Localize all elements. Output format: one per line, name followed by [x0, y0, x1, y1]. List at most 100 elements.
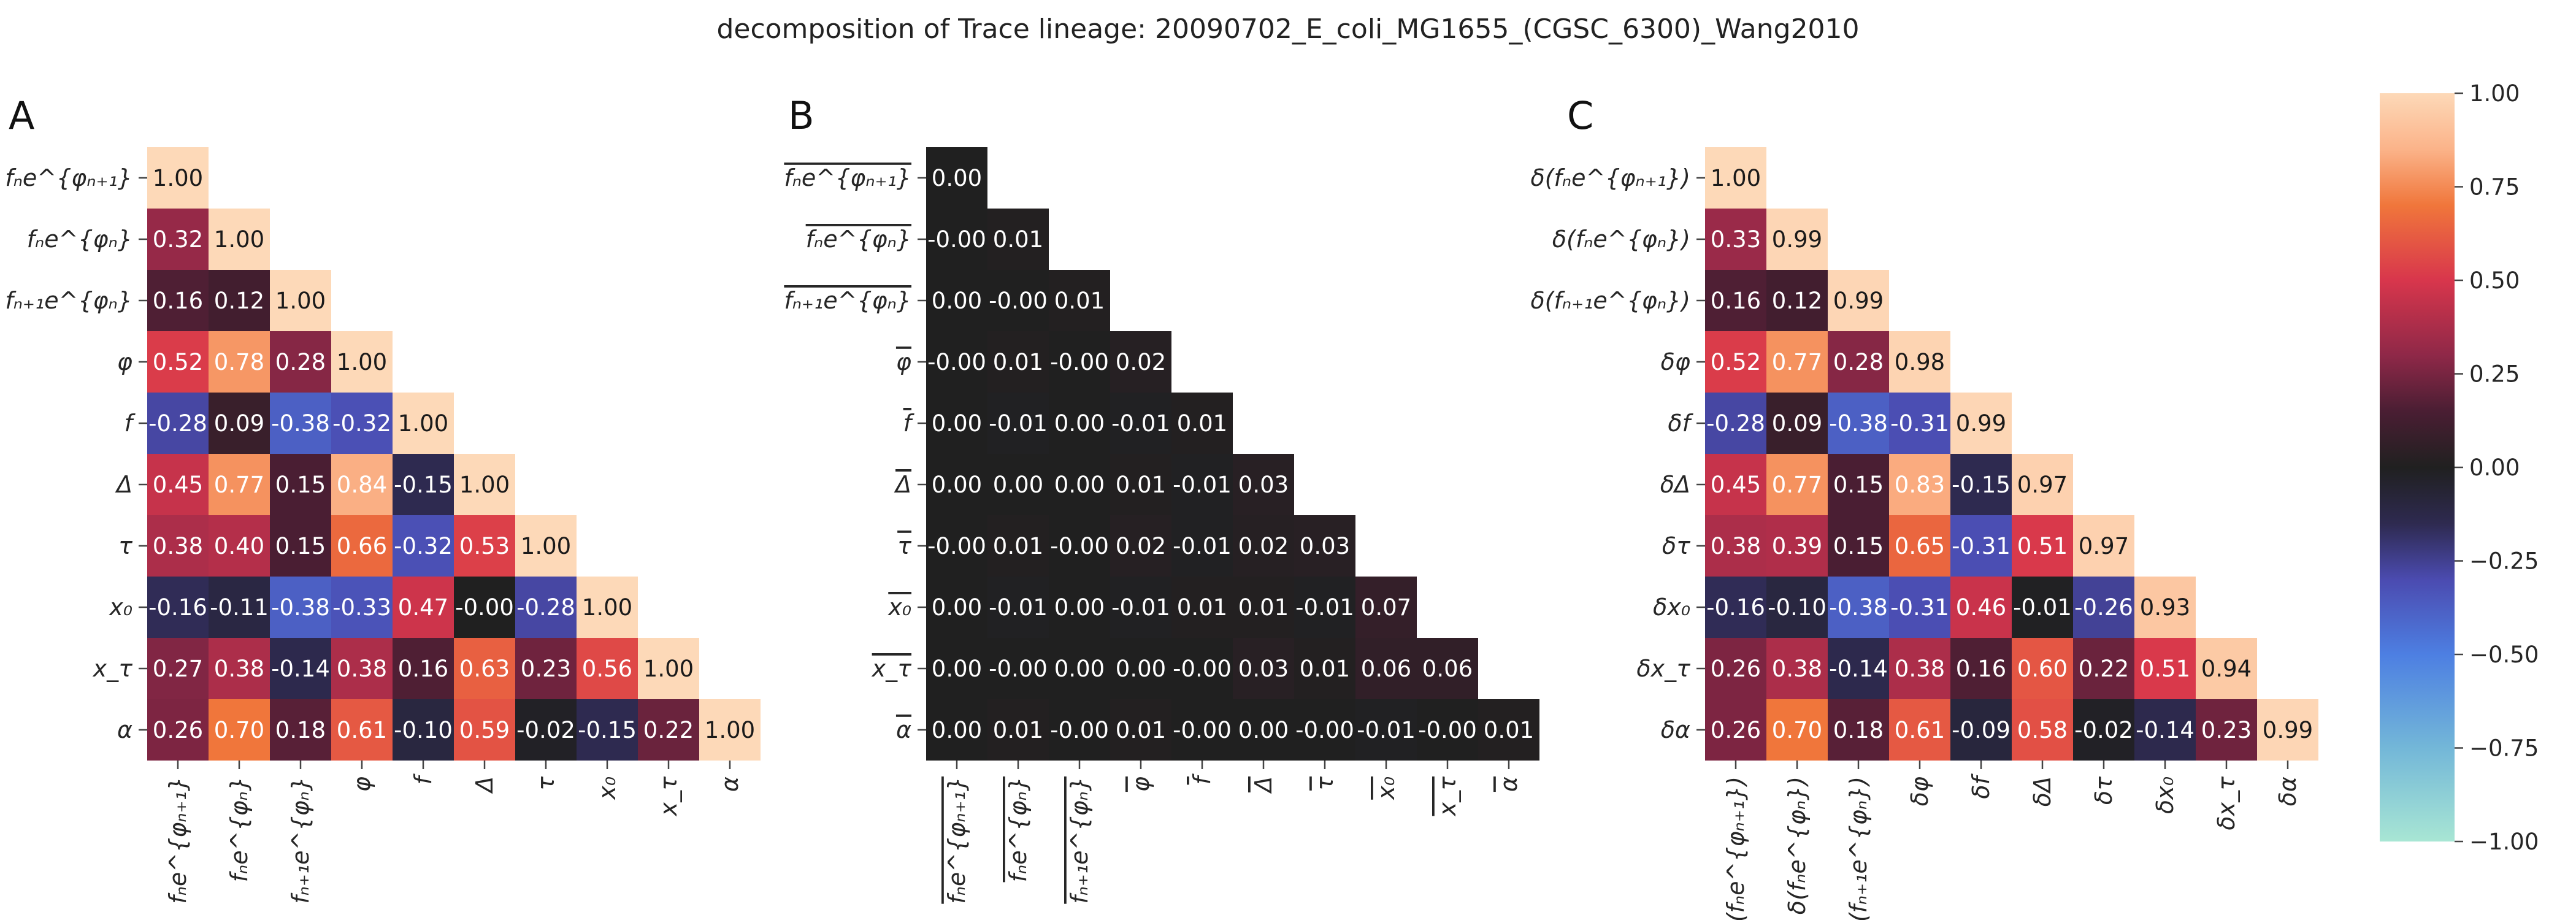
cell-value-label: 0.01	[1054, 288, 1105, 314]
cell-value-label: 0.00	[932, 594, 982, 621]
heatmap-cell	[454, 577, 515, 638]
cell-value-label: 0.99	[1833, 288, 1884, 314]
heatmap-cell	[1828, 454, 1889, 515]
cell-value-label: -0.09	[1952, 717, 2011, 743]
cell-value-label: 0.66	[337, 533, 387, 559]
cell-value-label: -0.00	[1295, 717, 1354, 743]
heatmap-cell	[1950, 393, 2012, 454]
cell-value-label: 0.38	[337, 656, 387, 682]
colorbar-tick-label: 1.00	[2469, 80, 2520, 107]
colorbar-tick-label: −1.00	[2469, 829, 2539, 855]
heatmap-cell	[147, 331, 209, 393]
row-label--f-e-: δ(fₙe^{φₙ})	[1552, 226, 1690, 253]
heatmap-cell	[2196, 638, 2257, 699]
heatmap-cell	[331, 454, 393, 515]
heatmap-cell	[2012, 515, 2073, 577]
row-label-f-e-: fₙe^{φₙ}	[806, 226, 911, 253]
cell-value-label: -0.10	[394, 717, 453, 743]
heatmap-cell	[1233, 577, 1294, 638]
heatmap-cell	[1828, 577, 1889, 638]
heatmap-cell	[270, 638, 331, 699]
heatmap-cell	[577, 638, 638, 699]
heatmap-cell	[926, 515, 987, 577]
cell-value-label: -0.16	[148, 594, 207, 621]
cell-value-label: 0.15	[275, 472, 326, 498]
col-label--: Δ	[471, 776, 498, 794]
cell-value-label: 0.77	[214, 472, 264, 498]
heatmap-cell	[331, 515, 393, 577]
cell-value-label: -0.01	[1173, 472, 1232, 498]
row-label-f-e-: fₙ₊₁e^{φₙ}	[5, 287, 132, 314]
cell-value-label: -0.00	[1173, 717, 1232, 743]
heatmap-cell	[1171, 393, 1233, 454]
cell-value-label: 0.01	[1116, 717, 1166, 743]
heatmap-cell	[147, 515, 209, 577]
cell-value-label: 1.00	[153, 165, 203, 191]
cell-value-label: 0.99	[1772, 226, 1822, 253]
colorbar-tick-label: −0.75	[2469, 735, 2539, 762]
cell-value-label: -0.31	[1890, 410, 1949, 437]
cell-value-label: 0.77	[1772, 349, 1822, 375]
cell-value-label: 0.51	[2017, 533, 2068, 559]
cell-value-label: 0.51	[2140, 656, 2190, 682]
col-label-x-: x₀	[594, 776, 621, 800]
heatmap-cell	[1889, 699, 1950, 761]
heatmap-cell	[147, 699, 209, 761]
cell-value-label: 0.38	[1895, 656, 1945, 682]
row-label--: α	[896, 716, 911, 743]
heatmap-cell	[2012, 454, 2073, 515]
heatmap-cell	[147, 209, 209, 270]
cell-value-label: 0.39	[1772, 533, 1822, 559]
cell-value-label: -0.01	[2013, 594, 2072, 621]
heatmap-cell	[1171, 454, 1233, 515]
cell-value-label: 0.16	[398, 656, 448, 682]
cell-value-label: 0.09	[1772, 410, 1822, 437]
cell-value-label: 1.00	[582, 594, 632, 621]
heatmap-cell	[1294, 577, 1355, 638]
col-label--f: δf	[1968, 773, 1995, 799]
colorbar-tick-label: 0.75	[2469, 174, 2520, 201]
cell-value-label: 0.01	[1484, 717, 1534, 743]
heatmap-cell	[1766, 209, 1828, 270]
cell-value-label: 0.78	[214, 349, 264, 375]
heatmap-cell	[454, 699, 515, 761]
col-label--f-e-: δ(fₙe^{φₙ})	[1784, 776, 1811, 914]
cell-value-label: 0.00	[1054, 410, 1105, 437]
cell-value-label: 0.58	[2017, 717, 2068, 743]
heatmap-cell	[987, 515, 1049, 577]
cell-value-label: 0.27	[153, 656, 203, 682]
heatmap-cell	[987, 699, 1049, 761]
cell-value-label: 0.60	[2017, 656, 2068, 682]
cell-value-label: 0.01	[1177, 410, 1227, 437]
heatmap-cell	[1828, 331, 1889, 393]
heatmap-cell	[987, 454, 1049, 515]
col-label--: δΔ	[2029, 776, 2056, 807]
col-label--f-e-: δ(fₙ₊₁e^{φₙ})	[1845, 776, 1872, 920]
heatmap-cell	[926, 699, 987, 761]
heatmap-panel-c: C 1.00 0.33 0.99 0.16 0.12 0.99 0.52 0.77 0.28 0.9…	[1530, 93, 2318, 920]
row-label-f-e-: fₙe^{φₙ₊₁}	[784, 164, 911, 191]
cell-value-label: -0.32	[394, 533, 453, 559]
cell-value-label: 0.15	[275, 533, 326, 559]
cell-value-label: -0.00	[1173, 656, 1232, 682]
cell-value-label: 0.01	[1116, 472, 1166, 498]
heatmap-cell	[638, 699, 699, 761]
heatmap-cell	[209, 577, 270, 638]
heatmap-cell	[515, 699, 577, 761]
row-label-x-: x_τ	[93, 655, 133, 682]
col-label--: α	[1495, 776, 1522, 792]
row-label--: δτ	[1662, 532, 1691, 559]
heatmap-cell	[1766, 454, 1828, 515]
panel-letter: B	[788, 93, 815, 138]
cell-value-label: -0.26	[2074, 594, 2133, 621]
heatmap-cell	[926, 638, 987, 699]
cell-value-label: 0.01	[1238, 594, 1289, 621]
heatmap-cell	[209, 209, 270, 270]
heatmap-cell	[1233, 454, 1294, 515]
cell-value-label: 0.99	[1956, 410, 2006, 437]
heatmap-cell	[926, 147, 987, 209]
cell-value-label: 0.70	[1772, 717, 1822, 743]
heatmap-cell	[987, 393, 1049, 454]
cell-value-label: -0.15	[394, 472, 453, 498]
heatmap-cell	[1110, 393, 1171, 454]
